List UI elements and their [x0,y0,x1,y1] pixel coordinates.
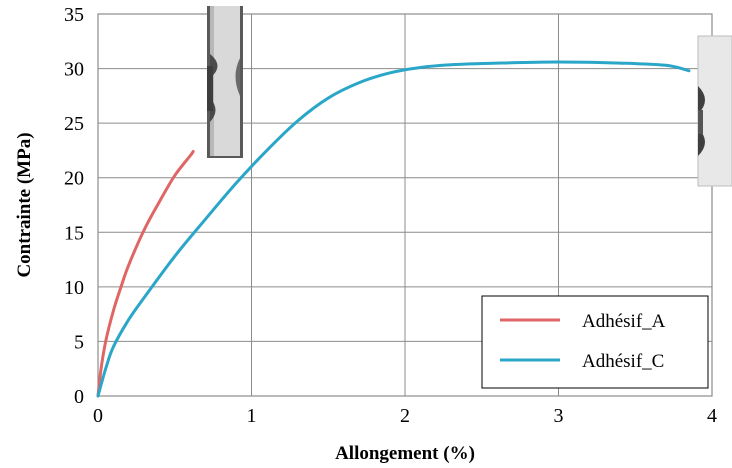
y-axis-title: Contrainte (MPa) [14,132,35,277]
legend: Adhésif_A Adhésif_C [481,295,709,389]
y-tick-label: 5 [74,331,84,353]
y-tick-labels: 0 5 10 15 20 25 30 35 [64,4,84,408]
series-lines [96,60,691,398]
y-tick-label: 20 [64,168,84,190]
x-tick-label: 2 [400,405,410,427]
x-axis-title: Allongement (%) [335,443,475,464]
specimen-photo-icon [207,6,243,158]
x-tick-label: 1 [247,405,257,427]
legend-label-adhesif-c: Adhésif_C [582,351,664,372]
x-tick-label: 4 [707,405,717,427]
y-tick-label: 35 [64,4,84,26]
series-line-adhesif-a [96,150,195,398]
x-tick-label: 0 [93,405,103,427]
y-tick-label: 0 [74,386,84,408]
x-tick-label: 3 [554,405,564,427]
legend-label-adhesif-a: Adhésif_A [582,311,666,332]
x-tick-labels: 0 1 2 3 4 [93,405,717,427]
y-tick-label: 15 [64,222,84,244]
y-tick-label: 30 [64,59,84,81]
plot-area-border [97,13,713,397]
y-tick-label: 25 [64,113,84,135]
legend-box [481,295,709,389]
series-line-adhesif-c [96,60,691,398]
y-tick-label: 10 [64,277,84,299]
specimen-photo-icon [697,35,732,187]
